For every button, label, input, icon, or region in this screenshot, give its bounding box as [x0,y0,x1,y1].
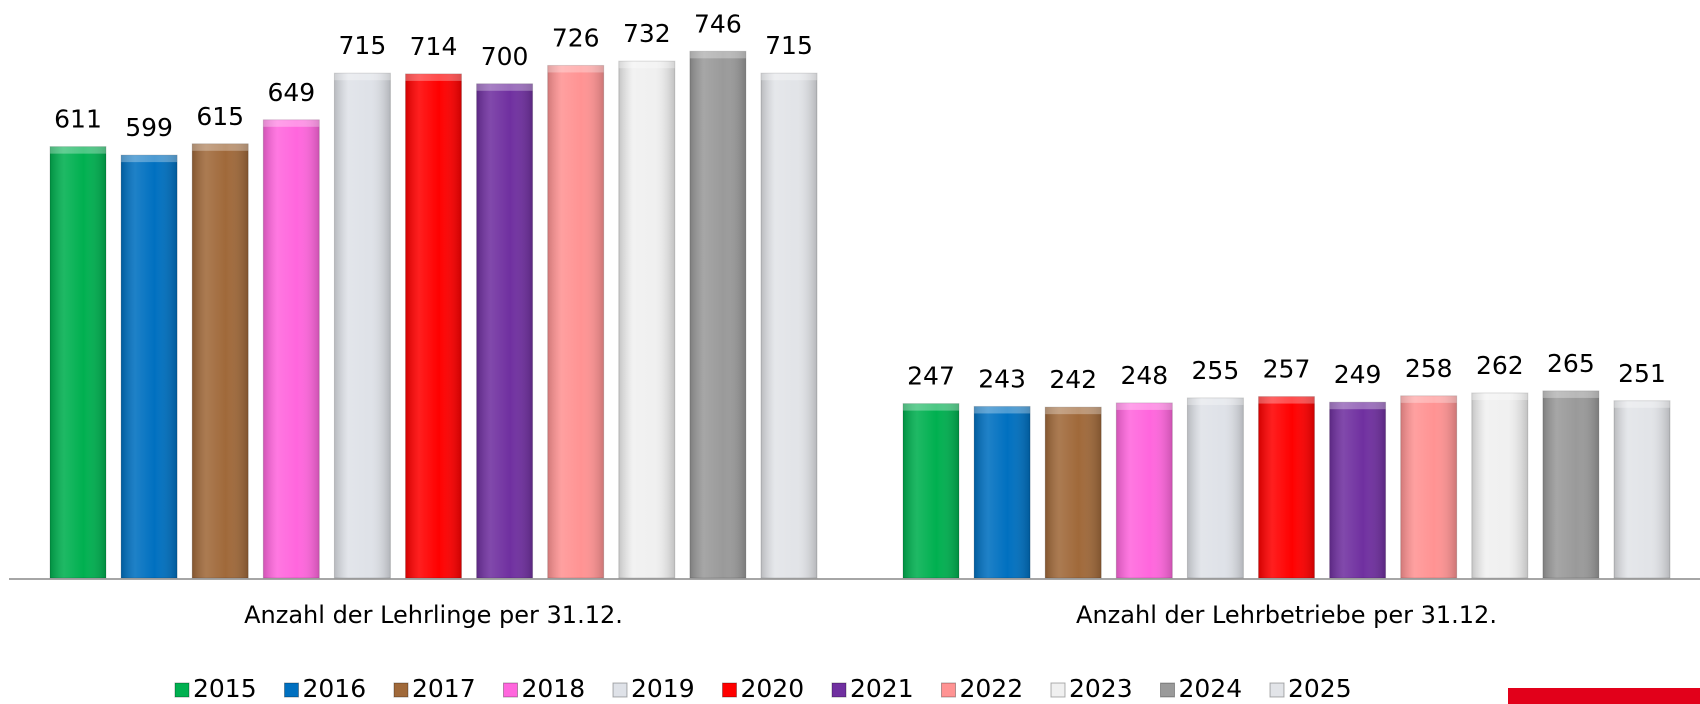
bar-top [1045,407,1102,415]
value-label: 243 [978,364,1026,393]
bar-top [903,403,959,411]
legend-label: 2020 [741,674,805,703]
legend-label: 2025 [1288,674,1352,703]
value-label: 257 [1263,355,1311,384]
value-label: 255 [1192,356,1240,385]
value-label: 746 [694,9,742,38]
bar-top [121,155,178,163]
value-label: 611 [54,105,102,134]
bar [1115,402,1173,579]
bar [1613,400,1671,579]
legend-label: 2016 [303,674,367,703]
legend-label: 2017 [412,674,476,703]
legend-swatch [1160,682,1175,698]
bar [1329,401,1387,579]
legend-swatch [284,682,299,698]
bar-top [192,143,249,151]
legend-swatch [941,682,956,698]
legend-swatch [722,682,737,698]
value-label: 715 [765,31,813,60]
bar [689,50,747,579]
value-label: 248 [1120,361,1168,390]
bar-top [689,51,746,59]
legend-label: 2024 [1179,674,1243,703]
bar-top [1400,395,1457,403]
bar-top [1329,402,1386,410]
bar [1044,406,1102,579]
bar-top [1542,390,1599,398]
value-label: 242 [1049,365,1097,394]
bar-top [405,73,462,81]
value-label: 714 [410,32,458,61]
legend-swatch [831,682,847,698]
logo [1508,688,1700,704]
legend-swatch [1050,682,1066,698]
legend-swatch [393,682,409,698]
bar-top [1258,396,1315,404]
legend-swatch [174,682,190,698]
legend-label: 2015 [193,674,257,703]
bar-top [263,119,320,127]
bar [333,72,391,579]
bar-top [618,61,675,69]
bar-top [50,146,106,154]
bar [618,60,676,579]
value-label: 700 [481,42,529,71]
value-label: 258 [1405,354,1453,383]
bar [49,146,107,579]
value-label: 726 [552,23,600,52]
bar-top [1471,393,1528,401]
bar [1186,397,1244,579]
legend-label: 2021 [850,674,914,703]
bar [547,64,605,579]
value-label: 732 [623,19,671,48]
value-label: 715 [339,31,387,60]
legend-swatch [1269,682,1285,698]
bar-top [974,406,1031,414]
bar [405,73,462,579]
bar-top [761,73,817,81]
bar [1400,395,1458,579]
bar [1542,390,1600,579]
legend-label: 2019 [631,674,695,703]
bar [476,83,534,579]
legend-label: 2022 [960,674,1024,703]
bar [191,143,249,579]
bar-top [547,65,604,73]
value-label: 262 [1476,351,1524,380]
bar-top [1116,402,1173,410]
bar-top [1614,400,1670,408]
category-label: Anzahl der Lehrbetriebe per 31.12. [1076,601,1497,629]
value-label: 649 [267,78,315,107]
bar-top [476,83,533,91]
bar-top [1187,397,1244,405]
bar-top [334,73,391,81]
bar [120,154,178,579]
category-label: Anzahl der Lehrlinge per 31.12. [244,601,623,629]
value-label: 251 [1618,359,1666,388]
bar [973,405,1031,579]
legend-swatch [612,682,628,698]
bar [760,72,818,579]
value-label: 615 [196,102,244,131]
value-label: 247 [907,362,955,391]
legend-label: 2018 [522,674,586,703]
bar [902,403,960,579]
value-label: 599 [125,113,173,142]
value-label: 249 [1334,360,1382,389]
legend-swatch [503,682,518,698]
bar [1471,392,1529,579]
legend-label: 2023 [1069,674,1133,703]
bar [262,119,320,579]
bar [1258,396,1315,579]
value-label: 265 [1547,349,1595,378]
